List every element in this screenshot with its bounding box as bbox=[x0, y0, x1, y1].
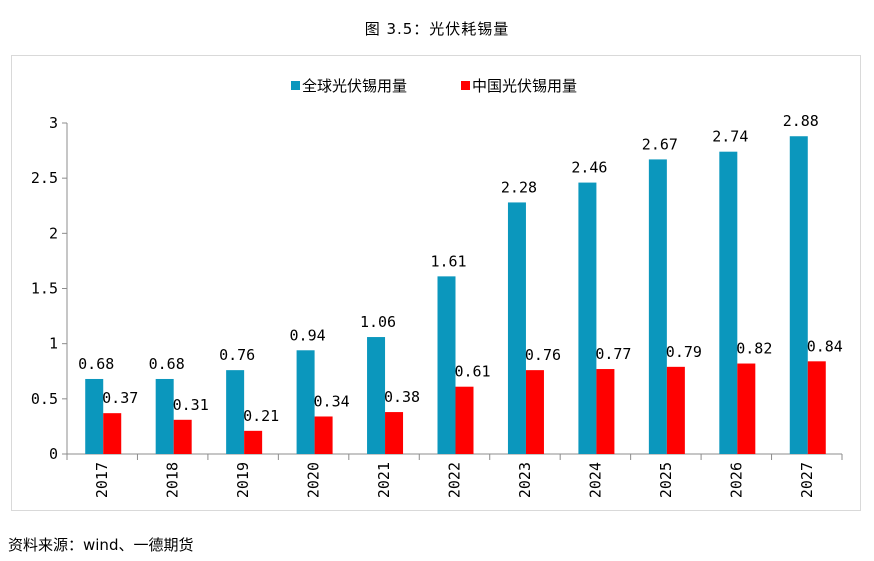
bar-global bbox=[367, 337, 386, 454]
legend: 全球光伏锡用量 中国光伏锡用量 bbox=[291, 77, 577, 95]
data-label-global: 2.74 bbox=[712, 128, 748, 146]
bar-global bbox=[719, 151, 738, 454]
bar-china bbox=[737, 363, 756, 454]
data-label-china: 0.79 bbox=[666, 343, 702, 361]
data-label-china: 0.84 bbox=[807, 337, 843, 355]
bar-china bbox=[666, 366, 685, 454]
x-tick-label: 2018 bbox=[164, 462, 182, 498]
data-label-china: 0.31 bbox=[173, 396, 209, 414]
bar-global bbox=[789, 136, 808, 454]
y-tick-label: 2 bbox=[49, 224, 58, 242]
data-label-global: 2.46 bbox=[571, 159, 607, 177]
y-tick-label: 1 bbox=[49, 335, 58, 353]
legend-label: 中国光伏锡用量 bbox=[472, 77, 577, 95]
bar-china bbox=[385, 412, 404, 454]
x-tick-label: 2023 bbox=[516, 462, 534, 498]
bar-china bbox=[596, 369, 615, 454]
bar-global bbox=[85, 378, 104, 454]
data-label-global: 0.68 bbox=[149, 355, 185, 373]
bar-global bbox=[507, 202, 526, 454]
data-label-china: 0.37 bbox=[102, 389, 138, 407]
bar-china bbox=[525, 370, 544, 454]
data-label-global: 1.06 bbox=[360, 313, 396, 331]
data-label-global: 0.76 bbox=[219, 346, 255, 364]
bar-global bbox=[578, 182, 597, 454]
source-note: 资料来源：wind、一德期货 bbox=[8, 536, 194, 554]
legend-swatch bbox=[461, 81, 470, 90]
x-tick-label: 2022 bbox=[446, 462, 464, 498]
y-tick-label: 0 bbox=[49, 445, 58, 463]
data-label-global: 0.94 bbox=[290, 326, 326, 344]
data-label-china: 0.34 bbox=[314, 392, 350, 410]
figure-title: 图 3.5：光伏耗锡量 bbox=[364, 20, 510, 38]
bar-china bbox=[314, 416, 333, 454]
bar-china bbox=[173, 419, 192, 454]
bar-china bbox=[244, 430, 263, 454]
bar-global bbox=[155, 378, 174, 454]
bar-china bbox=[807, 361, 826, 454]
legend-label: 全球光伏锡用量 bbox=[302, 77, 407, 95]
x-tick-label: 2021 bbox=[375, 462, 393, 498]
bar-global bbox=[437, 276, 456, 454]
data-label-global: 2.28 bbox=[501, 178, 537, 196]
x-tick-label: 2024 bbox=[586, 462, 604, 498]
x-tick-label: 2025 bbox=[657, 462, 675, 498]
bar-chart: 全球光伏锡用量 中国光伏锡用量 0 0.5 1 1.5 2 2.5 3 2017 2018 2019… bbox=[31, 77, 843, 498]
data-label-china: 0.82 bbox=[736, 340, 772, 358]
y-tick-label: 0.5 bbox=[31, 390, 58, 408]
data-label-china: 0.21 bbox=[243, 407, 279, 425]
data-label-global: 1.61 bbox=[430, 252, 466, 270]
bar-global bbox=[296, 350, 315, 454]
x-tick-label: 2026 bbox=[727, 462, 745, 498]
y-tick-label: 3 bbox=[49, 114, 58, 132]
data-label-china: 0.61 bbox=[454, 363, 490, 381]
x-tick-label: 2027 bbox=[798, 462, 816, 498]
data-label-china: 0.76 bbox=[525, 346, 561, 364]
bar-global bbox=[648, 159, 667, 454]
y-tick-label: 2.5 bbox=[31, 169, 58, 187]
x-tick-label: 2020 bbox=[305, 462, 323, 498]
y-tick-label: 1.5 bbox=[31, 280, 58, 298]
bar-china bbox=[455, 386, 474, 454]
data-label-china: 0.38 bbox=[384, 388, 420, 406]
bar-global bbox=[226, 370, 245, 454]
data-labels: 0.68 0.37 0.68 0.31 0.76 0.21 0.94 0.34 1.06 0.38… bbox=[78, 112, 843, 425]
x-tick-label: 2017 bbox=[93, 462, 111, 498]
data-label-global: 0.68 bbox=[78, 355, 114, 373]
bar-china bbox=[103, 413, 122, 454]
legend-swatch bbox=[291, 81, 300, 90]
bars bbox=[85, 136, 826, 454]
chart-frame: 全球光伏锡用量 中国光伏锡用量 0 0.5 1 1.5 2 2.5 3 2017 2018 2019… bbox=[11, 55, 861, 511]
data-label-china: 0.77 bbox=[595, 345, 631, 363]
x-tick-label: 2019 bbox=[234, 462, 252, 498]
data-label-global: 2.88 bbox=[783, 112, 819, 130]
axes: 0 0.5 1 1.5 2 2.5 3 2017 2018 2019 2020 2021 2022 202… bbox=[31, 114, 843, 498]
data-label-global: 2.67 bbox=[642, 135, 678, 153]
